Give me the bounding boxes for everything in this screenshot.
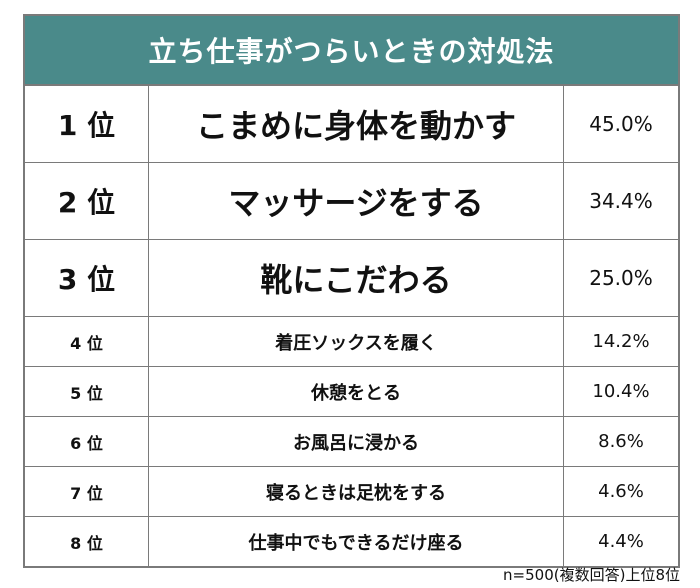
- percent-cell: 34.4%: [589, 189, 653, 213]
- table-row: 8 位 仕事中でもできるだけ座る 4.4%: [25, 517, 678, 566]
- sample-footnote: n=500(複数回答)上位8位: [503, 566, 680, 584]
- percent-cell: 14.2%: [592, 331, 650, 352]
- rank-cell: 2 位: [25, 163, 149, 239]
- table-row: 7 位 寝るときは足枕をする 4.6%: [25, 467, 678, 517]
- rank-cell: 5 位: [25, 367, 149, 416]
- item-cell: 靴にこだわる: [149, 240, 564, 316]
- rank-cell: 1 位: [25, 86, 149, 162]
- percent-cell: 10.4%: [592, 381, 650, 402]
- item-cell: 仕事中でもできるだけ座る: [149, 517, 564, 566]
- rank-cell: 4 位: [25, 317, 149, 366]
- item-cell: 休憩をとる: [149, 367, 564, 416]
- table-row: 5 位 休憩をとる 10.4%: [25, 367, 678, 417]
- percent-cell: 4.6%: [598, 481, 644, 502]
- item-cell: 着圧ソックスを履く: [149, 317, 564, 366]
- percent-cell: 25.0%: [589, 266, 653, 290]
- item-cell: お風呂に浸かる: [149, 417, 564, 466]
- table-row: 3 位 靴にこだわる 25.0%: [25, 240, 678, 317]
- percent-cell: 8.6%: [598, 431, 644, 452]
- rank-cell: 7 位: [25, 467, 149, 516]
- item-cell: 寝るときは足枕をする: [149, 467, 564, 516]
- percent-cell: 45.0%: [589, 112, 653, 136]
- item-cell: こまめに身体を動かす: [149, 86, 564, 162]
- table-row: 2 位 マッサージをする 34.4%: [25, 163, 678, 240]
- rank-cell: 6 位: [25, 417, 149, 466]
- percent-cell: 4.4%: [598, 531, 644, 552]
- table-row: 6 位 お風呂に浸かる 8.6%: [25, 417, 678, 467]
- item-cell: マッサージをする: [149, 163, 564, 239]
- table-title: 立ち仕事がつらいときの対処法: [25, 16, 678, 86]
- rank-cell: 8 位: [25, 517, 149, 566]
- table-row: 4 位 着圧ソックスを履く 14.2%: [25, 317, 678, 367]
- table-row: 1 位 こまめに身体を動かす 45.0%: [25, 86, 678, 163]
- ranking-table: 立ち仕事がつらいときの対処法 1 位 こまめに身体を動かす 45.0% 2 位 …: [23, 14, 680, 568]
- rank-cell: 3 位: [25, 240, 149, 316]
